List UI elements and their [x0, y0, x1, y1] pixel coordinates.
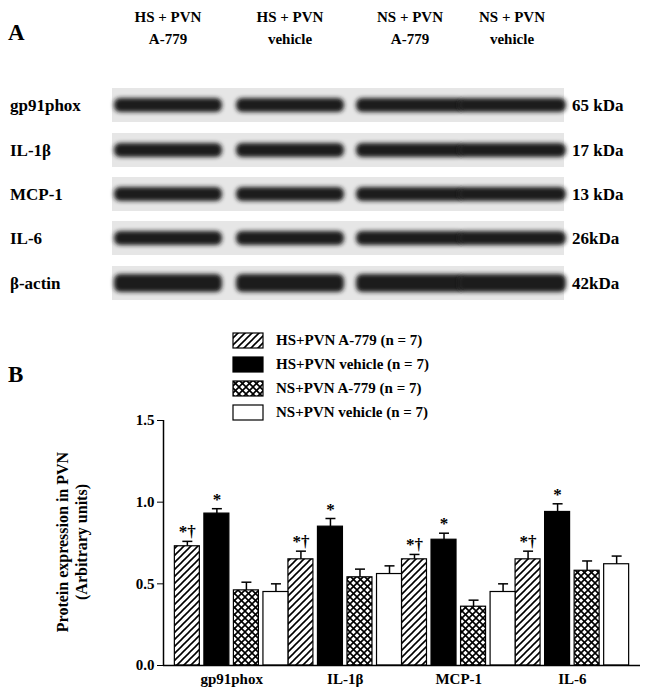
- svg-text:17 kDa: 17 kDa: [572, 141, 624, 160]
- svg-text:1.5: 1.5: [136, 412, 155, 428]
- svg-text:MCP-1: MCP-1: [435, 671, 482, 687]
- svg-text:*†: *†: [179, 522, 197, 541]
- svg-text:*†: *†: [292, 532, 310, 551]
- html-text:NS+PVN vehicle (n = 7): NS+PVN vehicle (n = 7): [276, 403, 429, 420]
- svg-text:gp91phox: gp91phox: [10, 96, 81, 115]
- svg-text:IL-6: IL-6: [10, 229, 42, 248]
- svg-text:0.0: 0.0: [136, 657, 155, 673]
- svg-text:A: A: [8, 20, 25, 45]
- svg-text:IL-1β: IL-1β: [10, 141, 51, 160]
- svg-text:*†: *†: [520, 532, 538, 551]
- svg-text:42kDa: 42kDa: [572, 274, 620, 293]
- svg-text:65 kDa: 65 kDa: [572, 96, 624, 115]
- html-text:B: B: [8, 362, 24, 387]
- svg-text:IL-1β: IL-1β: [327, 671, 363, 687]
- html-text:HS+PVN vehicle (n = 7): HS+PVN vehicle (n = 7): [276, 355, 429, 372]
- svg-text:*: *: [440, 514, 449, 533]
- svg-text:HS + PVN: HS + PVN: [257, 9, 324, 25]
- svg-text:1.0: 1.0: [136, 494, 155, 510]
- svg-text:β-actin: β-actin: [10, 274, 61, 293]
- svg-text:NS + PVN: NS + PVN: [377, 9, 443, 25]
- svg-text:vehicle: vehicle: [268, 31, 312, 47]
- svg-text:A-779: A-779: [391, 31, 429, 47]
- svg-text:*: *: [213, 490, 222, 509]
- svg-text:MCP-1: MCP-1: [10, 185, 63, 204]
- svg-text:13 kDa: 13 kDa: [572, 185, 624, 204]
- svg-text:gp91phox: gp91phox: [200, 671, 263, 687]
- svg-text:26kDa: 26kDa: [572, 229, 620, 248]
- svg-text:IL-6: IL-6: [558, 671, 587, 687]
- svg-text:A-779: A-779: [149, 31, 187, 47]
- html-text:Protein expression in PVN (Arb: Protein expression in PVN (Arbitrary uni…: [54, 451, 90, 633]
- html-text:NS+PVN A-779 (n = 7): NS+PVN A-779 (n = 7): [276, 379, 422, 396]
- svg-text:HS + PVN: HS + PVN: [135, 9, 202, 25]
- svg-text:*†: *†: [406, 535, 424, 554]
- svg-text:vehicle: vehicle: [490, 31, 534, 47]
- svg-text:NS + PVN: NS + PVN: [479, 9, 545, 25]
- svg-text:*: *: [553, 485, 562, 504]
- html-text:HS+PVN A-779 (n = 7): HS+PVN A-779 (n = 7): [276, 331, 423, 348]
- svg-text:0.5: 0.5: [136, 576, 155, 592]
- svg-text:*: *: [326, 500, 335, 519]
